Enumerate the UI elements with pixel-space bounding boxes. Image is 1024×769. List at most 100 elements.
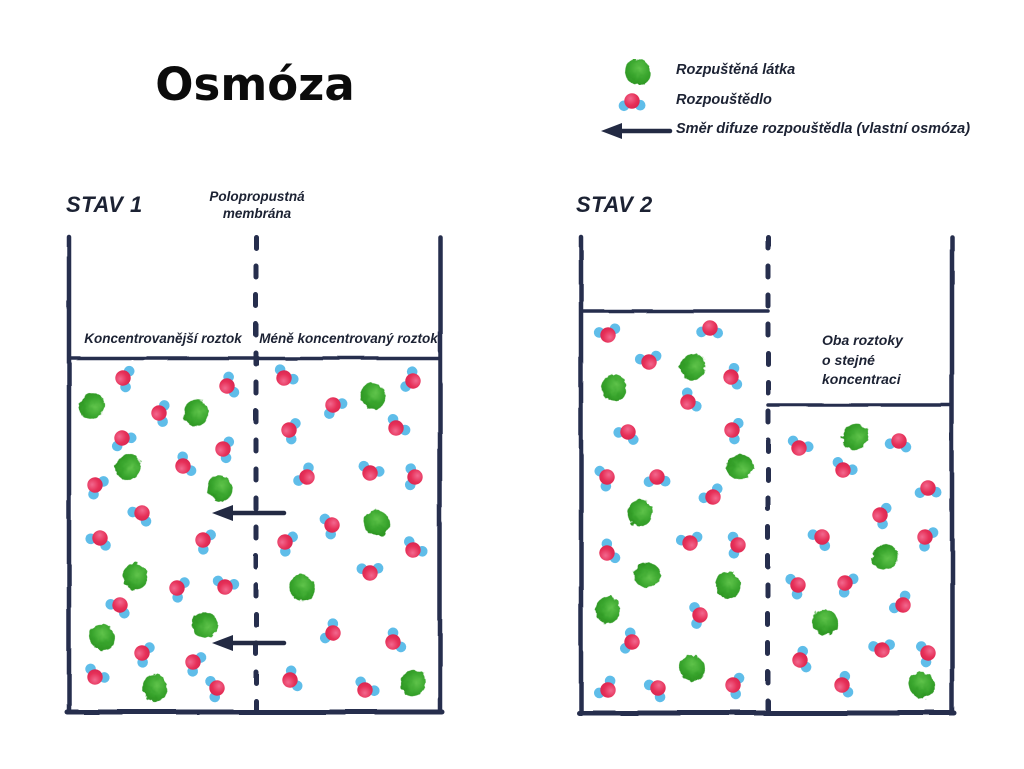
solvent-molecule [594,465,615,492]
solvent-molecule [85,530,111,551]
solvent-molecule [319,618,341,644]
solvent-molecule [792,645,812,673]
solvent-molecule [872,502,892,530]
stav1-title: STAV 1 [66,192,143,217]
solute-particle [908,672,936,698]
solvent-molecule [400,366,421,392]
solvent-molecule [696,320,724,339]
stav1-beaker [64,234,445,715]
solvent-molecule [404,463,423,491]
solute-particle [715,571,741,599]
solvent-molecule [274,364,299,386]
solute-particle [595,596,621,624]
solvent-molecule [175,451,197,476]
solvent-molecule [643,679,666,703]
solvent-molecule [725,672,745,700]
solute-particle [78,393,106,419]
solute-particle [183,399,209,427]
solute-particle [726,454,754,480]
solvent-molecule [111,430,137,452]
solute-particle [115,454,141,480]
solvent-molecule [917,527,939,552]
solvent-molecule [723,362,743,390]
stav1-membrane-label: Polopropustná membrána [209,189,305,221]
solute-particle [142,674,168,702]
solvent-molecule [105,597,130,619]
stav1-left-solution-label: Koncentrovanější roztok [84,331,242,346]
solvent-molecule [834,670,854,698]
solute-particle [400,669,426,697]
solvent-molecule [593,323,621,343]
solvent-molecule [195,529,216,555]
solvent-molecule [215,436,235,464]
solute-particle [360,382,386,410]
solvent-molecule [212,575,240,595]
solute-particle [601,374,627,402]
osmosis-arrow-icon [601,123,673,139]
legend-label-solute: Rozpuštěná látka [676,62,796,78]
stav1-particles [78,364,428,703]
solute-particle [625,59,651,85]
legend-label-arrow: Směr difuze rozpouštědla (vlastní osmóza… [676,121,971,137]
solvent-molecule [689,602,708,629]
solvent-molecule [282,665,303,692]
solvent-molecule [85,663,110,685]
solvent-molecule [324,397,348,419]
solvent-molecule [355,676,380,698]
solvent-molecule [888,590,911,614]
solvent-molecule [387,413,411,436]
solvent-molecule [593,675,616,699]
solvent-molecule [127,505,152,527]
solute-particle [122,563,148,591]
solvent-molecule [115,365,135,393]
solvent-molecule [785,573,806,600]
solvent-molecule [613,424,639,445]
solvent-molecule [837,573,859,598]
solute-particle [842,423,868,451]
stav2-particles [593,320,942,703]
solvent-molecule [619,627,640,654]
solvent-molecule [675,531,703,551]
solvent-molecule [87,476,109,500]
stav2-beaker [576,234,957,716]
solvent-molecule [698,483,723,505]
solvent-molecule [293,462,315,486]
solvent-molecule [169,577,190,603]
solvent-molecule [403,536,428,558]
solute-particle [811,609,839,635]
solute-particle [680,353,706,381]
solvent-molecule [599,538,621,564]
solute-particle [207,474,233,502]
solvent-molecule [134,642,155,668]
solute-particle [679,655,705,681]
solute-icon [625,59,651,85]
solvent-molecule [151,400,170,427]
solvent-molecule [807,529,831,552]
solvent-molecule [727,531,746,559]
solute-particle [289,574,315,602]
solvent-molecule [915,641,936,668]
stav2-side-label: Oba roztoky o stejné koncentraci [822,332,903,387]
solvent-molecule [884,433,912,453]
solvent-molecule [281,418,301,445]
solvent-molecule [914,480,942,499]
solvent-molecule [277,531,298,557]
solute-particle [191,612,219,638]
page-title: Osmóza [155,58,355,111]
solvent-molecule [618,93,646,112]
solvent-molecule [680,387,702,412]
solvent-molecule [724,417,744,445]
solute-particle [363,510,391,536]
solvent-molecule [868,639,895,658]
solvent-molecule [643,469,671,488]
solvent-molecule [319,513,340,540]
solute-particle [871,544,899,570]
solute-particle [633,562,661,588]
solvent-icon [618,93,646,112]
solvent-molecule [185,652,207,677]
solute-particle [627,499,653,527]
solvent-molecule [787,435,814,456]
stav2-title: STAV 2 [576,192,653,217]
